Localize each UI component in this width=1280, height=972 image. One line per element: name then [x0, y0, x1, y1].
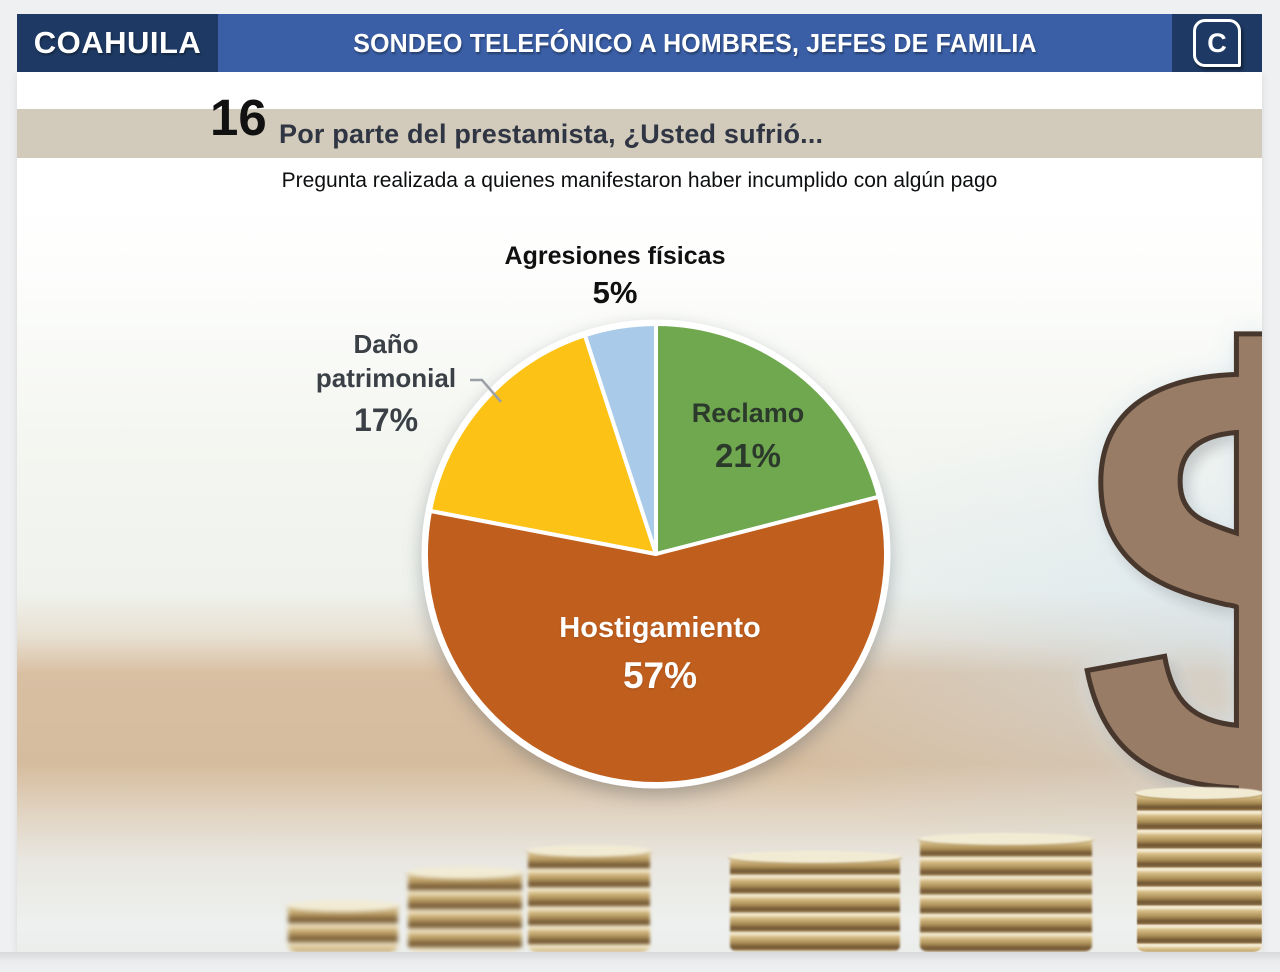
pie-label-text: Reclamo — [691, 398, 805, 428]
background-photo: $ Agresiones físicas 5% Daño patrimonial… — [17, 200, 1262, 952]
pie-label-dano-patrimonial: Daño patrimonial 17% — [296, 328, 476, 441]
pie-label-hostigamiento: Hostigamiento 57% — [485, 610, 835, 700]
question-number: 16 — [210, 89, 267, 146]
header-logo-box: C — [1172, 14, 1262, 72]
pie-label-text: patrimonial — [315, 362, 457, 393]
coin-stack — [1135, 787, 1262, 952]
pie-chart — [421, 319, 891, 789]
pie-outer-rim — [421, 319, 891, 789]
pie-label-text: Daño — [353, 329, 419, 359]
coin-stack — [728, 851, 902, 952]
channel-logo-letter: C — [1207, 27, 1227, 58]
header-title-bar: SONDEO TELEFÓNICO A HOMBRES, JEFES DE FA… — [218, 14, 1172, 72]
coin-stack — [526, 845, 652, 952]
coin-stack — [918, 833, 1094, 952]
label-leader-line — [470, 378, 502, 403]
footer-strip — [0, 952, 1280, 972]
coin-stack — [286, 900, 400, 952]
question-title: Por parte del prestamista, ¿Usted sufrió… — [279, 119, 824, 149]
header-region-box: COAHUILA — [17, 14, 218, 72]
survey-title: SONDEO TELEFÓNICO A HOMBRES, JEFES DE FA… — [353, 27, 1037, 58]
pie-label-pct: 21% — [714, 437, 782, 475]
pie-label-reclamo: Reclamo 21% — [658, 396, 838, 478]
pie-label-agresiones-fisicas: Agresiones físicas 5% — [465, 240, 765, 313]
region-label: COAHUILA — [33, 25, 202, 60]
pie-label-text: Hostigamiento — [559, 612, 761, 644]
question-band — [17, 109, 1262, 158]
channel-c-logo-icon: C — [1193, 19, 1241, 67]
pie-label-pct: 57% — [622, 654, 698, 696]
question-subtitle: Pregunta realizada a quienes manifestaro… — [281, 169, 998, 192]
pie-label-pct: 5% — [592, 274, 638, 310]
pie-label-text: Agresiones físicas — [504, 242, 726, 270]
coin-stack — [406, 867, 524, 952]
pie-label-pct: 17% — [353, 401, 419, 438]
